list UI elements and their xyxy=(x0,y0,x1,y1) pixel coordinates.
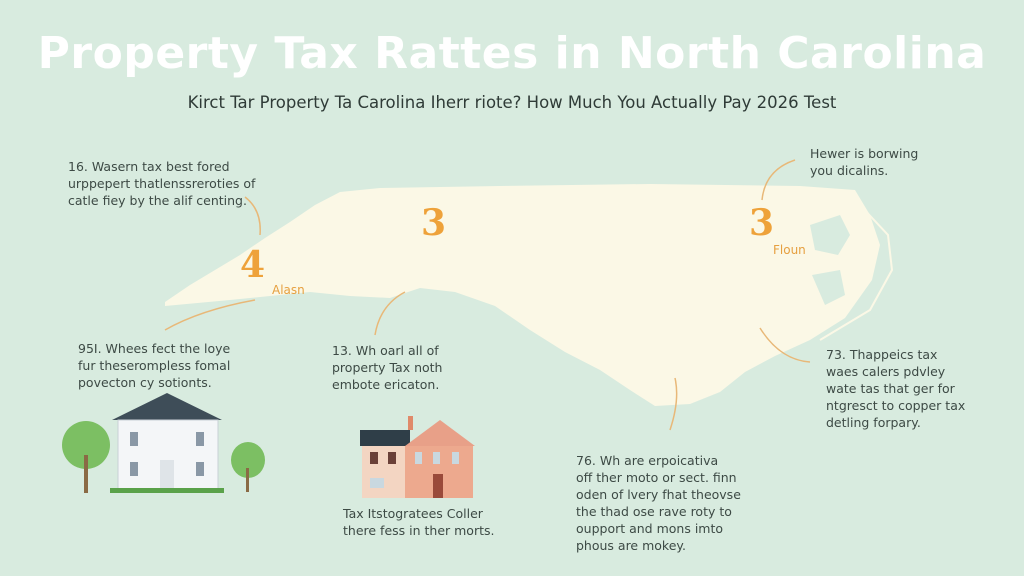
note-central: 13. Wh oarl all of property Tax noth embot… xyxy=(332,343,443,392)
page-title: Property Tax Rattes in North Carolina xyxy=(37,28,987,79)
region-number-west: 4 xyxy=(240,244,266,286)
outer-banks xyxy=(819,204,894,341)
region-number-central: 3 xyxy=(421,202,447,244)
note-house-caption: Tax Itstogratees Coller there fess in the… xyxy=(343,506,495,538)
note-east-bottom: 73. Thappeics tax waes calers pdvley wate … xyxy=(826,347,966,430)
note-west-top: 16. Wasern tax best fored urppepert thatl… xyxy=(68,159,256,208)
region-label-east: Floun xyxy=(773,243,806,257)
region-label-west: Alasn xyxy=(272,283,305,297)
note-west-bottom: 95I. Whees fect the loye fur theseromples… xyxy=(78,341,231,390)
house-illustration xyxy=(360,416,475,498)
page-subtitle: Kirct Tar Property Ta Carolina Iherr rio… xyxy=(187,93,837,112)
note-south: 76. Wh are erpoicativa off ther moto or s… xyxy=(576,453,741,553)
sound-water xyxy=(810,215,850,305)
north-carolina-map xyxy=(165,184,880,406)
region-number-east: 3 xyxy=(749,202,775,244)
note-east-top: Hewer is borwing you dicalins. xyxy=(810,146,919,178)
arrows xyxy=(164,159,811,431)
courthouse-illustration xyxy=(62,393,265,493)
